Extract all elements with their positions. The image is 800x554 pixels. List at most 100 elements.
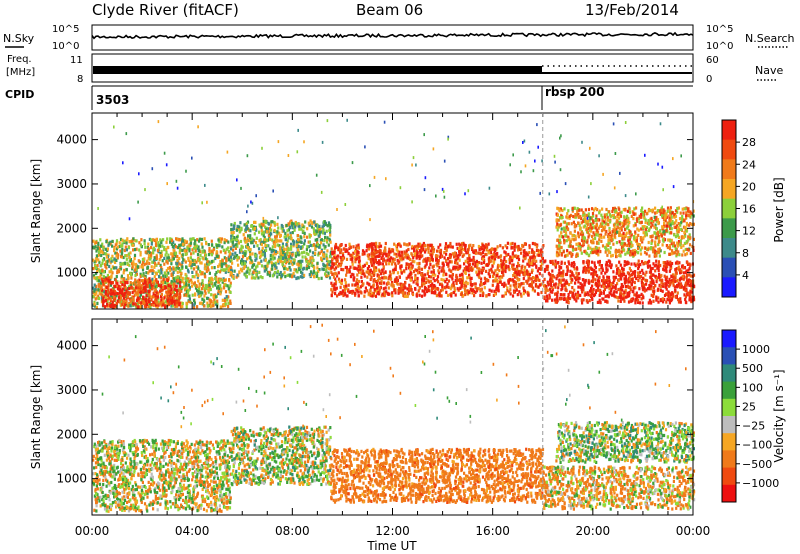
echo-cell: [113, 249, 116, 253]
echo-cell: [346, 269, 349, 273]
echo-cell: [362, 264, 365, 269]
echo-cell: [273, 249, 276, 253]
echo-cell: [382, 258, 385, 262]
echo-cell: [427, 288, 430, 292]
echo-cell: [321, 231, 325, 235]
echo-cell: [365, 261, 369, 266]
echo-cell: [397, 261, 400, 265]
echo-cell: [351, 262, 354, 266]
echo-cell: [344, 288, 347, 292]
echo-cell: [119, 280, 122, 284]
echo-cell: [301, 223, 304, 227]
echo-cell: [331, 251, 334, 255]
echo-cell: [598, 293, 601, 297]
echo-cell: [134, 268, 137, 272]
echo-cell: [121, 282, 124, 287]
echo-cell: [129, 281, 132, 285]
echo-cell: [244, 223, 247, 227]
echo-cell: [575, 275, 578, 279]
echo-cell: [208, 271, 211, 275]
echo-cell: [371, 256, 374, 260]
echo-cell: [175, 284, 178, 288]
echo-cell: [608, 264, 611, 268]
echo-cell: [256, 264, 259, 268]
echo-cell: [322, 224, 325, 228]
echo-cell: [93, 246, 96, 250]
echo-cell: [111, 303, 114, 307]
echo-cell: [303, 239, 306, 243]
echo-cell: [633, 274, 637, 279]
echo-cell: [189, 260, 193, 264]
echo-cell: [536, 253, 539, 257]
echo-cell: [178, 237, 181, 242]
echo-cell: [173, 299, 176, 303]
echo-cell: [625, 278, 628, 282]
echo-cell: [497, 286, 500, 290]
echo-cell: [132, 302, 135, 306]
echo-cell: [225, 295, 228, 299]
echo-cell: [571, 278, 574, 282]
echo-cell: [206, 304, 209, 308]
echo-cell: [657, 265, 660, 269]
echo-cell: [218, 280, 221, 284]
echo-cell: [575, 296, 578, 300]
echo-cell: [482, 292, 485, 296]
echo-cell: [114, 278, 117, 282]
echo-cell: [119, 237, 123, 241]
echo-cell: [654, 269, 657, 273]
echo-cell: [216, 302, 219, 306]
echo-cell: [418, 286, 421, 290]
echo-cell: [115, 239, 119, 243]
echo-cell: [488, 260, 491, 264]
echo-cell: [604, 294, 607, 298]
date-label: 13/Feb/2014: [585, 1, 679, 19]
echo-cell: [138, 248, 141, 252]
echo-cell: [244, 260, 247, 264]
echo-cell: [141, 265, 144, 269]
echo-cell: [597, 279, 600, 284]
echo-cell: [324, 235, 327, 239]
echo-cell: [196, 275, 199, 279]
echo-cell: [406, 243, 410, 247]
echo-cell: [648, 284, 651, 288]
echo-cell: [135, 285, 138, 289]
echo-cell: [153, 256, 156, 260]
echo-cell: [325, 268, 328, 272]
echo-cell: [619, 299, 622, 303]
echo-cell: [238, 270, 241, 275]
echo-cell: [390, 262, 394, 266]
echo-cell: [131, 286, 134, 290]
echo-cell: [397, 289, 400, 293]
echo-cell: [653, 264, 656, 268]
echo-cell: [513, 267, 516, 271]
echo-cell: [347, 283, 350, 287]
echo-cell: [372, 291, 375, 295]
echo-cell: [305, 267, 308, 271]
echo-cell: [244, 273, 247, 277]
echo-cell: [400, 271, 403, 275]
station-title: Clyde River (fitACF): [92, 1, 239, 19]
echo-cell: [325, 253, 328, 257]
echo-cell: [650, 293, 653, 297]
echo-cell: [248, 272, 251, 276]
echo-cell: [660, 281, 663, 285]
echo-cell: [411, 259, 414, 263]
echo-cell: [121, 238, 124, 242]
echo-cell: [503, 257, 506, 262]
echo-cell: [448, 274, 451, 278]
echo-cell: [323, 220, 326, 224]
echo-cell: [176, 275, 180, 279]
echo-cell: [115, 254, 118, 258]
echo-cell: [407, 256, 411, 261]
echo-cell: [524, 272, 527, 276]
echo-cell: [549, 290, 552, 294]
echo-cell: [271, 267, 274, 271]
echo-cell: [367, 291, 370, 295]
echo-cell: [97, 258, 100, 262]
echo-cell: [513, 290, 516, 294]
echo-cell: [387, 282, 390, 286]
echo-cell: [271, 220, 274, 224]
echo-cell: [430, 255, 434, 259]
echo-cell: [209, 251, 212, 255]
echo-cell: [242, 260, 245, 264]
